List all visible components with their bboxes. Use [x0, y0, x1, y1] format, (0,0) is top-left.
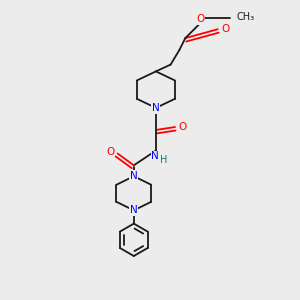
Text: O: O: [106, 147, 114, 157]
Text: N: N: [151, 152, 159, 161]
Text: H: H: [160, 155, 168, 165]
Text: CH₃: CH₃: [237, 13, 255, 22]
Text: O: O: [178, 122, 187, 132]
Text: O: O: [196, 14, 204, 24]
Text: O: O: [221, 24, 229, 34]
Text: N: N: [152, 103, 160, 113]
Text: N: N: [130, 171, 138, 181]
Text: N: N: [130, 206, 138, 215]
